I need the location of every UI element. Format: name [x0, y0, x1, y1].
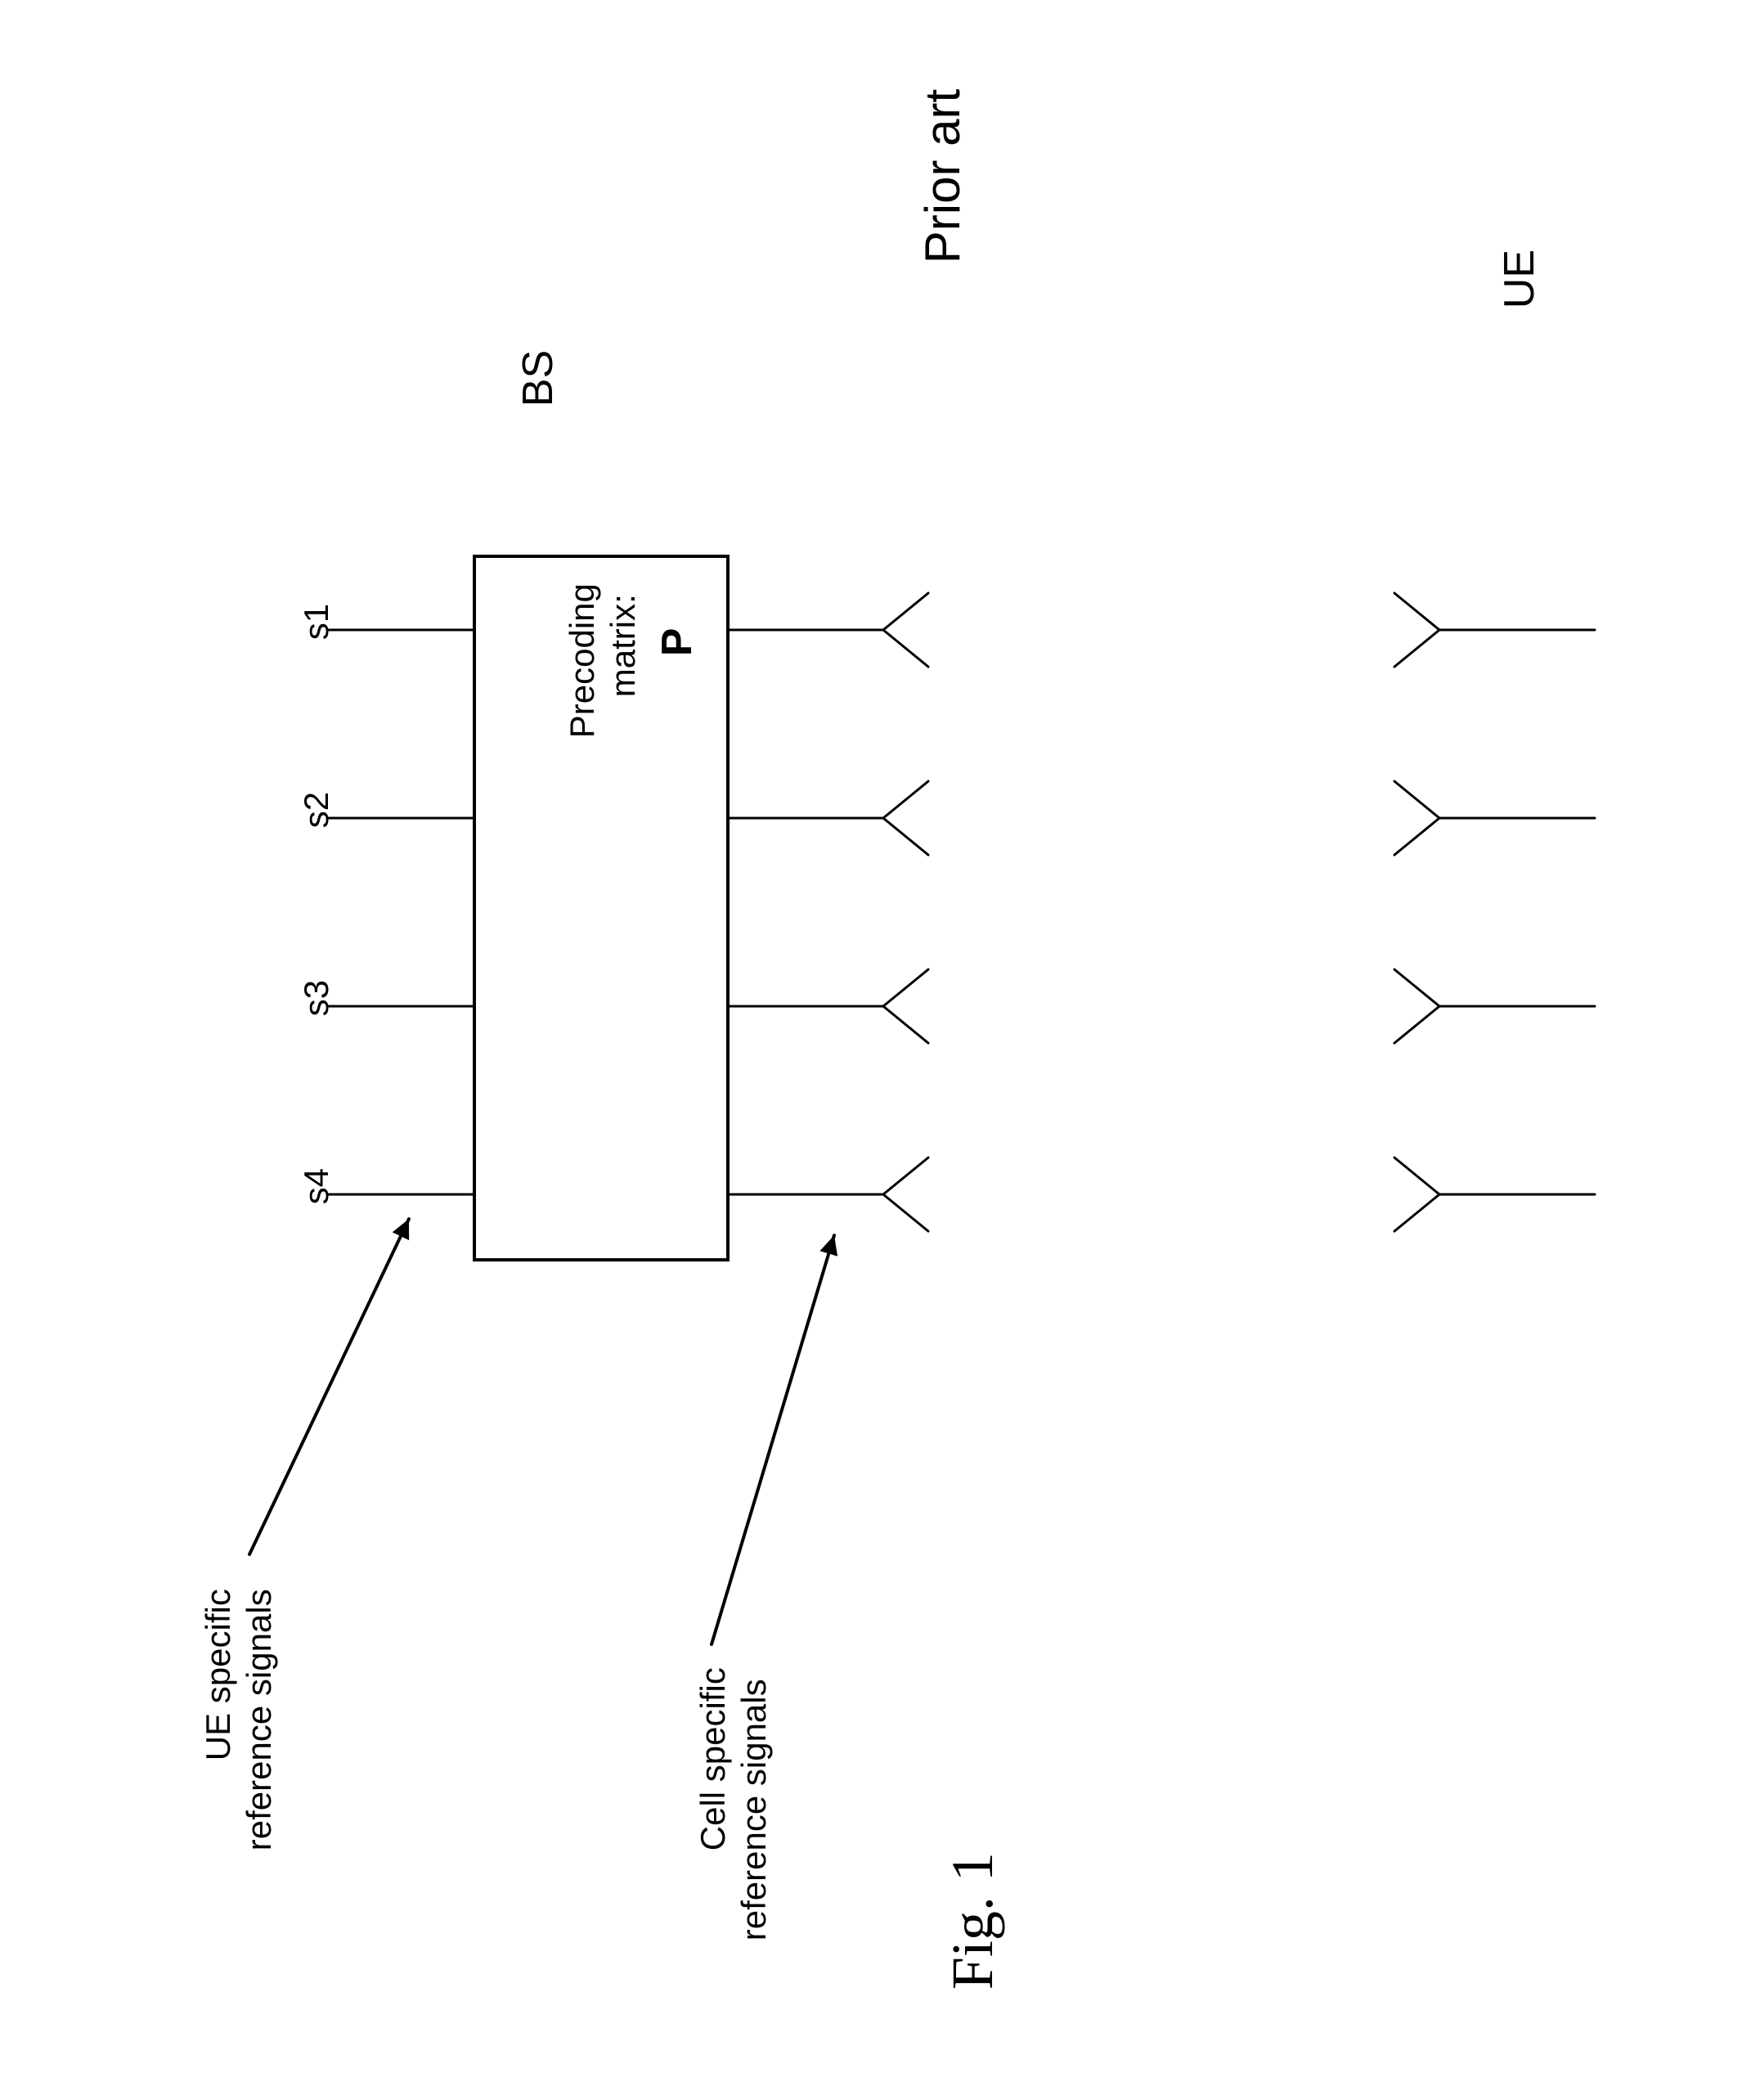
ue-specific-line2-text: reference signals	[240, 1589, 278, 1850]
ue-text: UE	[1496, 250, 1543, 308]
figure-caption: Fig. 1	[924, 1852, 1021, 2004]
diagram-page: Prior art BS UE Precoding matrix: P UE s…	[0, 0, 1751, 2100]
precoding-p-text: P	[653, 628, 701, 657]
s4-label: s4	[282, 1168, 351, 1219]
figure-caption-text: Fig. 1	[940, 1852, 1005, 1990]
s2-label: s2	[282, 792, 351, 843]
bs-text: BS	[514, 350, 562, 407]
s3-text: s3	[297, 980, 335, 1016]
ue-specific-line2: reference signals	[225, 1589, 294, 1865]
cell-specific-line2-text: reference signals	[734, 1679, 773, 1940]
cell-specific-line2: reference signals	[720, 1679, 788, 1955]
precoding-p: P	[638, 628, 716, 671]
bs-label: BS	[499, 350, 577, 421]
s3-label: s3	[282, 980, 351, 1031]
prior-art-text: Prior art	[915, 89, 970, 263]
s1-text: s1	[297, 604, 335, 640]
s2-text: s2	[297, 792, 335, 828]
prior-art-label: Prior art	[900, 89, 985, 278]
s4-text: s4	[297, 1168, 335, 1204]
precoding-line2-text: matrix:	[604, 594, 642, 697]
ue-label: UE	[1480, 250, 1559, 323]
s1-label: s1	[282, 604, 351, 654]
